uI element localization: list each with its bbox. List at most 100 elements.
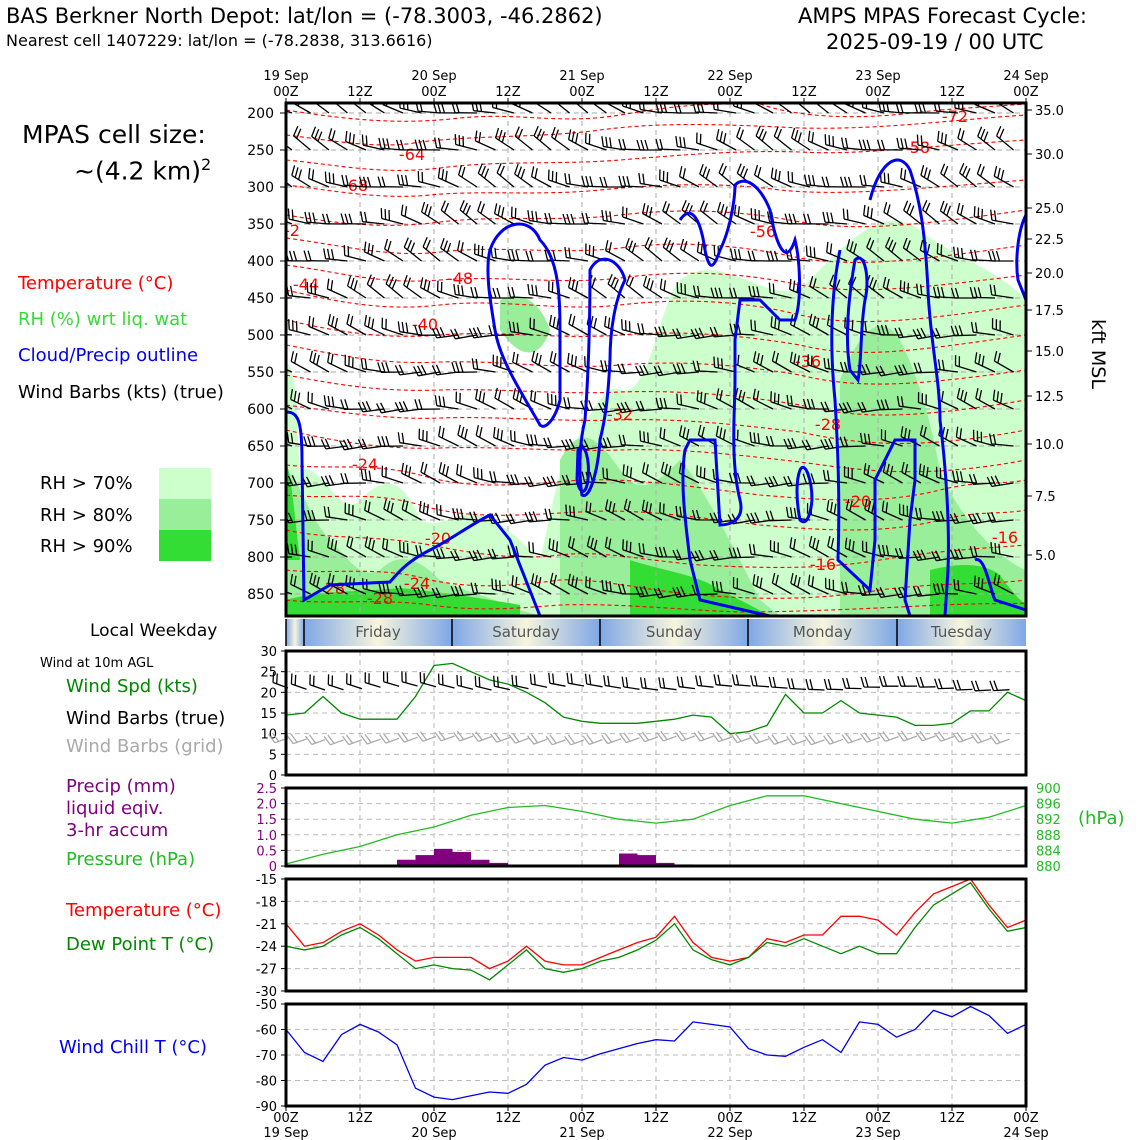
wind-barb	[314, 103, 330, 114]
panel-ytick-label: 5	[269, 748, 277, 763]
wind-barb	[307, 391, 330, 410]
wind-barb	[692, 360, 718, 373]
wind-barb	[776, 103, 792, 114]
surface-wind-barb-true	[860, 676, 881, 688]
weekday-segment	[452, 619, 600, 646]
wind-barb	[323, 395, 348, 410]
wind-barb	[635, 364, 663, 377]
wind-barb	[492, 354, 515, 373]
wind-barb	[950, 325, 977, 337]
pressure-tick-label: 750	[247, 513, 274, 529]
wind-speed-line	[285, 662, 1027, 735]
top-hour-label: 12Z	[939, 85, 965, 100]
panel-ytick-label: -80	[256, 1075, 277, 1090]
wind-barb	[510, 206, 533, 225]
weekday-bar: Friday Saturday Sunday Monday Tuesday	[285, 619, 1026, 646]
wind-barb	[394, 401, 422, 413]
bottom-hour-label: 00Z	[273, 1111, 299, 1126]
wind-barb	[290, 573, 311, 595]
pressure-tick-label: 550	[247, 365, 274, 381]
wind-barb	[327, 351, 348, 373]
temperature-contour	[286, 374, 1026, 416]
bottom-date-label: 24 Sep	[1003, 1126, 1048, 1140]
kft-axis-label: kft MSL	[1087, 319, 1109, 389]
wind-barb	[784, 213, 811, 225]
cell-size-line2: ~(4.2 km)2	[74, 155, 212, 186]
surface-wind-barb-true	[731, 674, 751, 687]
wind-barb	[878, 103, 903, 114]
panel-ytick-label: 20	[260, 686, 277, 701]
temperature-contour-label: -32	[607, 405, 633, 424]
wind-barb	[876, 324, 903, 336]
wind-barb	[452, 508, 478, 521]
wind-barb	[753, 164, 774, 188]
panel-temperature: -15 -18 -21 -24 -27 -30	[256, 873, 1028, 1000]
panel-frame	[284, 786, 1028, 868]
surface-wind-barb-true	[474, 675, 492, 691]
weekday-segment	[600, 619, 748, 646]
wind-barb	[454, 134, 478, 151]
surface-wind-barb-grid	[767, 734, 788, 746]
wind-barb	[473, 243, 496, 262]
wind-barb	[839, 361, 866, 373]
wind-barb	[395, 585, 422, 597]
surface-wind-barb-grid	[712, 731, 733, 743]
wind-barb	[508, 321, 533, 336]
surface-wind-barb-grid	[656, 730, 677, 742]
wind-speed-label: Wind Spd (kts)	[66, 676, 198, 697]
wind-barb	[524, 476, 552, 488]
wind-barb	[752, 351, 774, 373]
wind-barb	[451, 362, 478, 373]
wind-barb	[764, 475, 792, 488]
wind-barb	[748, 543, 774, 558]
temperature-line	[285, 878, 1027, 970]
temperature-contour-label: -2	[284, 221, 300, 240]
wind-barb	[533, 126, 552, 151]
wind-barb	[512, 351, 533, 373]
wind-barb	[882, 461, 903, 484]
surface-wind-barb-grid	[952, 732, 973, 743]
wind-barb	[933, 103, 959, 114]
wind-barb	[321, 213, 348, 225]
wind-barb	[863, 463, 885, 484]
wind-barb	[528, 541, 552, 558]
wind-barb	[344, 502, 367, 521]
surface-wind-barb-true	[878, 675, 899, 687]
wind-barb	[397, 321, 422, 336]
wind-barb	[431, 327, 459, 339]
wind-barb	[789, 537, 811, 558]
wind-barb	[399, 103, 422, 114]
wind-barb	[555, 103, 570, 114]
surface-wind-barb-grid	[934, 731, 955, 742]
wind-barb	[638, 173, 663, 188]
panel-ytick-label: 896	[1036, 798, 1061, 813]
kft-tick-label: 5.0	[1035, 549, 1056, 564]
wind-barb	[972, 429, 996, 447]
wind-barb	[290, 351, 311, 373]
kft-tick-label: 17.5	[1035, 304, 1064, 319]
wind-barb	[378, 137, 404, 151]
surface-wind-barb-grid	[601, 733, 622, 745]
bottom-date-label: 22 Sep	[707, 1126, 752, 1140]
legend-cloud: Cloud/Precip outline	[18, 345, 199, 366]
panel-ytick-label: -90	[256, 1100, 277, 1115]
bottom-date-label: 21 Sep	[559, 1126, 604, 1140]
wind-barb	[814, 103, 829, 114]
wind-barb	[917, 392, 940, 410]
wind-barb	[659, 169, 681, 188]
temperature-contour	[286, 429, 1026, 473]
temperature-contour	[286, 404, 1026, 444]
top-hour-label: 12Z	[347, 85, 373, 100]
wind-barb	[496, 163, 515, 188]
wind-barb	[696, 465, 718, 484]
wind-barb	[431, 364, 459, 376]
wind-barb	[826, 241, 848, 262]
wind-barb	[750, 208, 774, 225]
wind-barb	[955, 426, 977, 447]
panel-ytick-label: -27	[256, 963, 277, 978]
wind-barb	[973, 206, 996, 225]
wind-barb	[564, 247, 589, 262]
wind-barb	[437, 167, 459, 188]
wind-barb	[673, 103, 699, 114]
top-date-label: 19 Sep	[263, 69, 308, 84]
